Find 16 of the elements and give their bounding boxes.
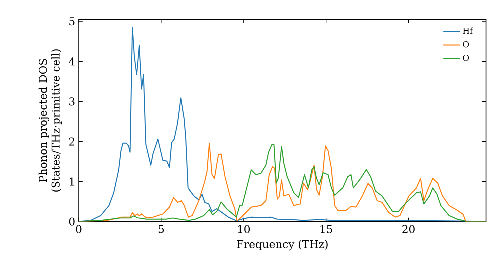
y-tick-label: 2 bbox=[69, 138, 74, 146]
x-tick-label: 15 bbox=[320, 225, 332, 234]
y-tick-label: 5 bbox=[70, 18, 75, 26]
y-axis-title: Phonon projected DOS (States/THz·primitive cell) bbox=[38, 50, 62, 192]
x-tick-label: 10 bbox=[238, 225, 250, 234]
legend-label: O bbox=[463, 42, 470, 48]
legend-label: O bbox=[463, 55, 470, 62]
x-tick-label: 20 bbox=[402, 225, 415, 234]
legend-label: Hf bbox=[463, 28, 474, 34]
y-tick-label: 0 bbox=[69, 218, 75, 226]
y-tick-label: 1 bbox=[70, 178, 74, 186]
y-tick-label: 4 bbox=[69, 58, 76, 66]
y-tick-label: 3 bbox=[70, 98, 75, 106]
x-tick-label: 5 bbox=[158, 225, 164, 234]
x-tick-label: 0 bbox=[76, 225, 82, 234]
x-axis-title: Frequency (THz) bbox=[237, 240, 328, 251]
